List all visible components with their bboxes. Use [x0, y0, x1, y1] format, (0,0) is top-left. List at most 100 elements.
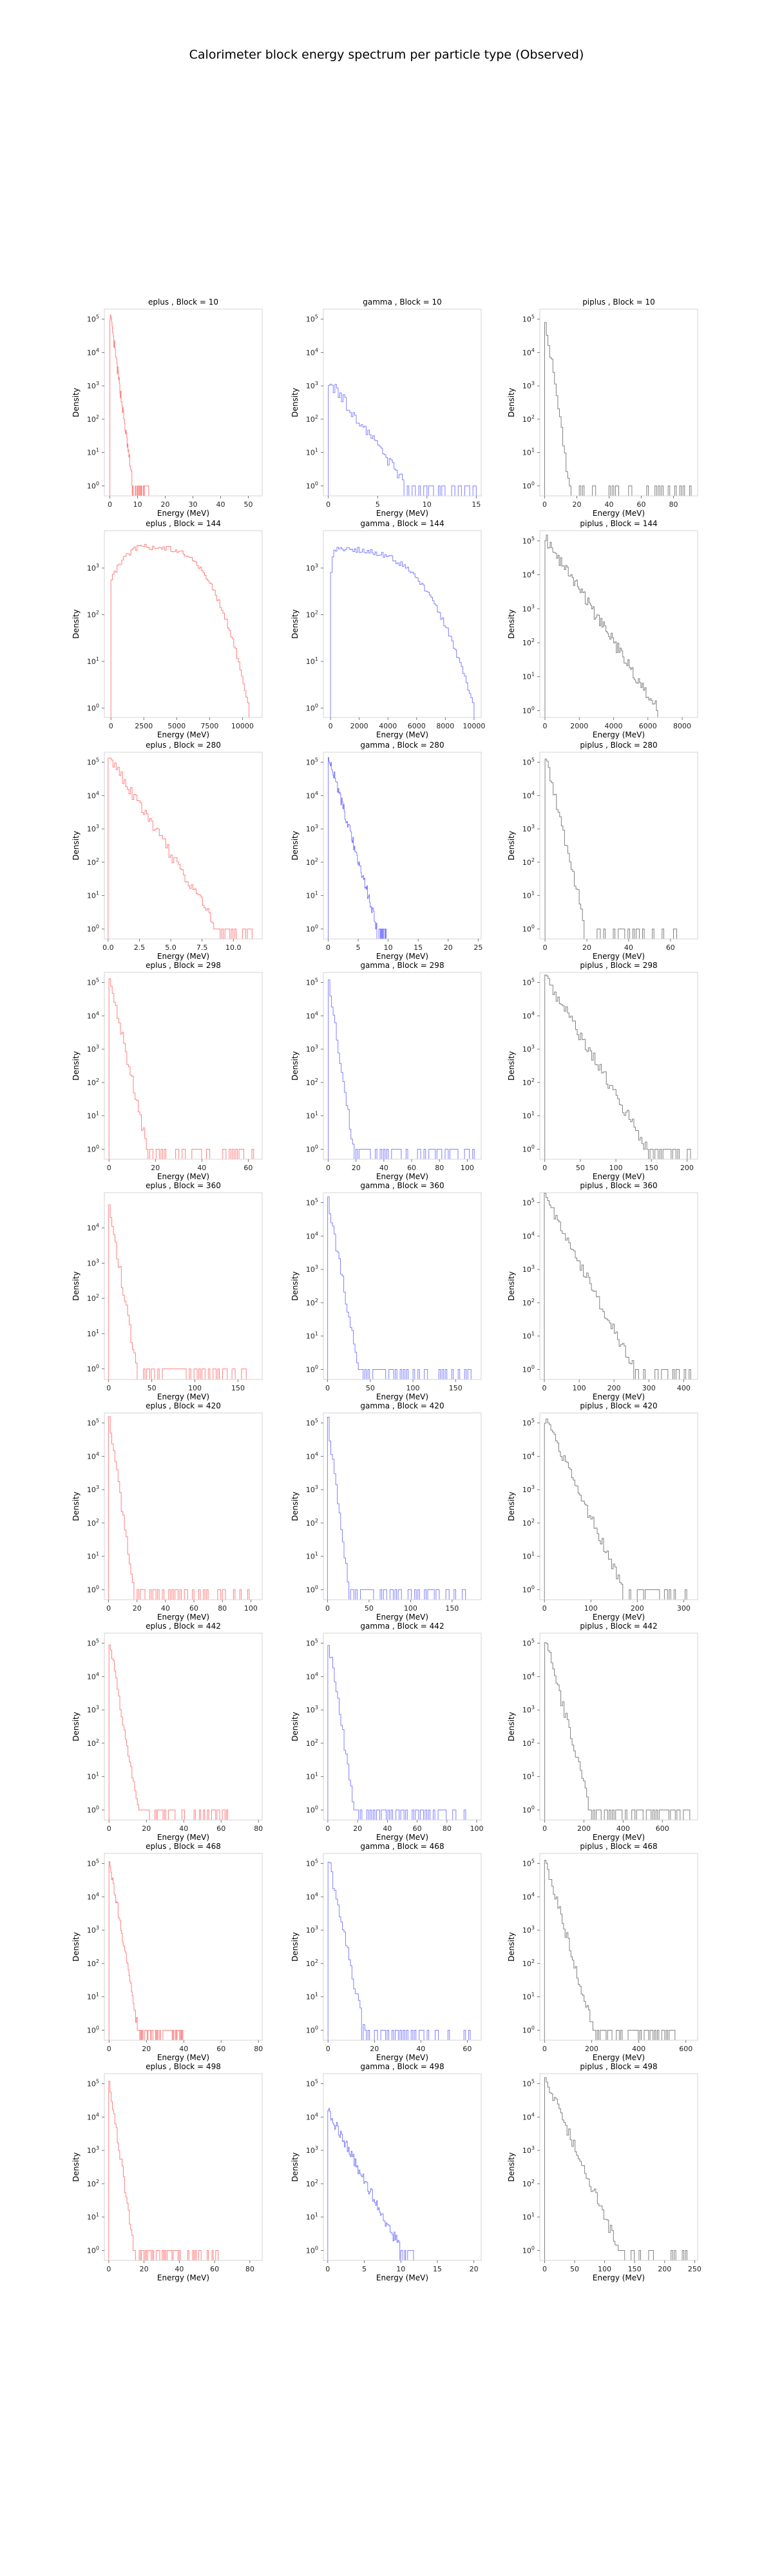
histogram-steps	[327, 1417, 475, 1600]
x-tick-label: 20	[151, 1164, 160, 1172]
y-tick-label: 101	[306, 656, 318, 666]
x-tick-label: 80	[435, 1164, 444, 1172]
x-tick-label: 0	[326, 2045, 330, 2053]
y-tick-label: 103	[522, 603, 535, 613]
x-tick-label: 80	[669, 500, 678, 509]
y-tick-label: 105	[306, 978, 318, 987]
histogram-panel: piplus , Block = 280 0 20 40 60 100 101 102 103 1…	[507, 741, 698, 961]
axes-frame	[104, 530, 263, 718]
x-axis-label: Energy (MeV)	[376, 1613, 428, 1622]
y-tick-label: 101	[522, 891, 535, 900]
axes-frame	[539, 1633, 698, 1821]
y-tick-label: 101	[522, 448, 535, 457]
histogram-panel: gamma , Block = 144 0 2000 4000 6000 8000 1000…	[291, 519, 485, 739]
x-tick-label: 0	[106, 1604, 111, 1613]
y-tick-label: 104	[87, 2112, 99, 2121]
y-tick-label: 101	[87, 2212, 99, 2222]
y-tick-label: 100	[87, 2245, 99, 2255]
x-tick-label: 0	[108, 500, 112, 509]
x-tick-label: 20	[142, 2045, 151, 2053]
y-tick-label: 102	[87, 610, 99, 620]
x-tick-label: 100	[188, 1384, 202, 1392]
x-tick-label: 2.5	[134, 943, 146, 952]
histogram-steps	[327, 2108, 415, 2261]
histogram-panel: piplus , Block = 468 0 200 400 600 100 101 102 1…	[507, 1842, 698, 2062]
histogram-steps	[544, 759, 692, 940]
y-tick-label: 102	[87, 1958, 99, 1968]
panel-plot: 0.0 2.5 5.0 7.5 10.0 100 101 102 103 104 105 Energy…	[72, 752, 263, 961]
x-axis-label: Energy (MeV)	[157, 1172, 209, 1181]
panel-plot: 0 50 100 150 100 101 102 103 104 Energy (MeV) Dens…	[72, 1192, 263, 1401]
histogram-panel: gamma , Block = 468 0 20 40 60 100 101 102 103 10…	[291, 1842, 482, 2062]
y-tick-label: 104	[306, 1451, 318, 1461]
y-tick-label: 103	[306, 824, 318, 833]
y-tick-label: 104	[306, 1231, 318, 1240]
y-tick-label: 105	[522, 536, 535, 545]
histogram-steps	[544, 1193, 691, 1380]
y-tick-label: 102	[306, 414, 318, 424]
x-tick-label: 20	[140, 2265, 149, 2273]
y-tick-label: 102	[87, 857, 99, 867]
y-tick-label: 105	[522, 978, 535, 987]
histogram-panel: gamma , Block = 298 0 20 40 60 80 100 100 101 102…	[291, 961, 482, 1181]
y-tick-label: 100	[306, 923, 318, 933]
x-tick-label: 60	[463, 2045, 472, 2053]
panel-title: gamma , Block = 420	[360, 1401, 444, 1410]
panel-title: gamma , Block = 144	[360, 519, 444, 528]
y-tick-label: 105	[522, 1418, 535, 1428]
y-tick-label: 104	[306, 790, 318, 800]
x-tick-label: 200	[607, 1384, 621, 1392]
x-tick-label: 100	[598, 2265, 611, 2273]
x-tick-label: 5	[362, 2265, 367, 2273]
x-tick-label: 250	[688, 2265, 701, 2273]
x-tick-label: 4000	[605, 722, 623, 730]
axes-frame	[539, 1192, 698, 1380]
x-tick-label: 60	[189, 1604, 198, 1613]
histogram-panel: piplus , Block = 442 0 200 400 600 100 101 102 1…	[507, 1622, 698, 1842]
x-tick-label: 40	[624, 943, 633, 952]
y-tick-label: 103	[522, 1925, 535, 1935]
panel-title: eplus , Block = 420	[146, 1401, 221, 1410]
x-tick-label: 400	[616, 1824, 630, 1833]
axes-frame	[323, 308, 482, 497]
panel-plot: 0 200 400 600 100 101 102 103 104 105 Energy (MeV)…	[507, 1633, 698, 1842]
x-tick-label: 150	[231, 1384, 245, 1392]
x-axis-label: Energy (MeV)	[376, 1392, 428, 1401]
x-tick-label: 50	[365, 1604, 374, 1613]
y-axis-label: Density	[291, 1271, 300, 1301]
x-tick-label: 20	[352, 1164, 361, 1172]
y-axis-label: Density	[72, 2152, 81, 2182]
axes-frame	[539, 2073, 698, 2261]
x-tick-label: 400	[632, 2045, 645, 2053]
x-axis-label: Energy (MeV)	[593, 2053, 645, 2062]
y-tick-label: 103	[87, 381, 99, 390]
y-tick-label: 102	[522, 638, 535, 647]
axes-frame	[323, 1412, 482, 1600]
axes-frame	[323, 1633, 482, 1821]
x-axis-label: Energy (MeV)	[593, 952, 645, 961]
x-tick-label: 80	[218, 1604, 227, 1613]
y-tick-label: 104	[522, 1451, 535, 1461]
x-axis-label: Energy (MeV)	[157, 1613, 209, 1622]
axes-frame	[104, 752, 263, 940]
y-tick-label: 100	[306, 1584, 318, 1594]
x-tick-label: 5	[356, 943, 361, 952]
axes-frame	[539, 308, 698, 497]
y-tick-label: 102	[522, 1077, 535, 1087]
histogram-steps	[108, 1204, 251, 1380]
y-axis-label: Density	[291, 609, 300, 639]
y-tick-label: 104	[87, 1671, 99, 1681]
x-tick-label: 20	[370, 2045, 379, 2053]
x-tick-label: 0	[325, 2265, 330, 2273]
y-tick-label: 104	[522, 1671, 535, 1681]
y-tick-label: 102	[87, 1738, 99, 1748]
y-tick-label: 105	[87, 2079, 99, 2088]
x-tick-label: 40	[179, 1824, 188, 1833]
y-tick-label: 105	[522, 1198, 535, 1208]
panel-title: gamma , Block = 298	[360, 961, 444, 970]
x-tick-label: 40	[383, 1824, 392, 1833]
histogram-steps	[544, 322, 693, 497]
y-tick-label: 102	[522, 1298, 535, 1307]
y-axis-label: Density	[507, 1712, 516, 1741]
x-axis-label: Energy (MeV)	[593, 1833, 645, 1842]
